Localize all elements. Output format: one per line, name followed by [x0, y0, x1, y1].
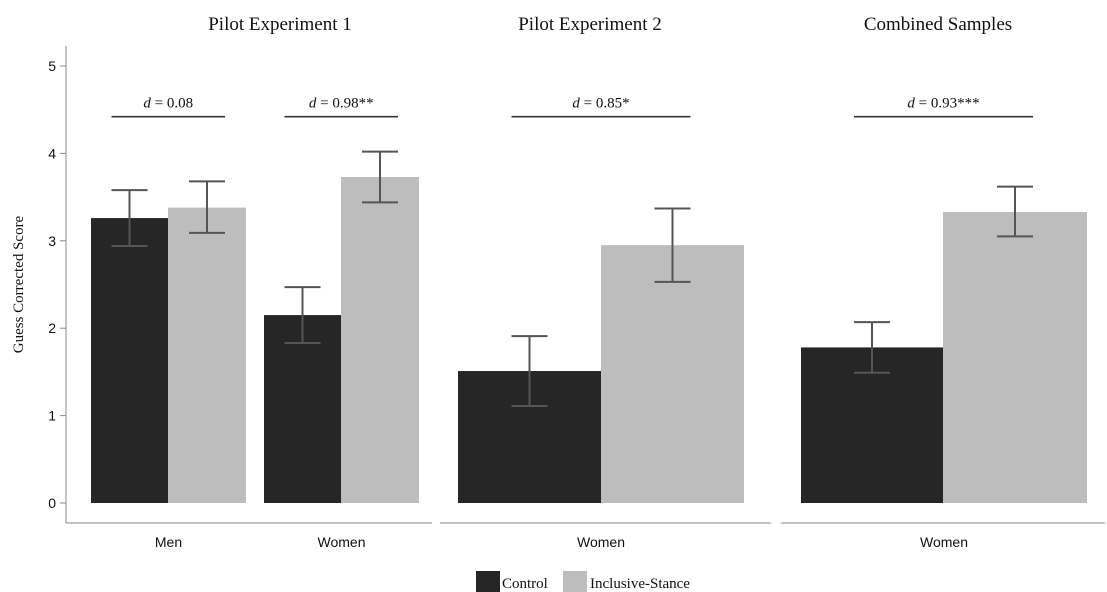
legend-label: Control [502, 576, 548, 592]
y-tick-label: 5 [48, 58, 56, 74]
legend-swatch-inclusive-stance [563, 571, 587, 592]
chart-panels: Pilot Experiment 1 Men d = 0.08 Women d = 0.… [66, 14, 1105, 550]
legend-label: Inclusive-Stance [590, 576, 690, 592]
y-tick-label: 0 [48, 495, 56, 511]
y-tick-label: 3 [48, 233, 56, 249]
y-tick-label: 2 [48, 320, 56, 336]
panel-title: Combined Samples [864, 14, 1012, 35]
x-tick-label: Men [155, 534, 182, 550]
y-tick-label: 4 [48, 145, 56, 161]
bar-control [264, 315, 341, 503]
effect-size-label: d = 0.98** [309, 96, 374, 112]
y-axis-label: Guess Corrected Score [11, 215, 27, 353]
x-tick-label: Women [920, 534, 968, 550]
panel-3: Combined Samples Women d = 0.93*** [781, 14, 1105, 550]
y-axis-group: 0 1 2 3 4 5 Guess Corrected Score [11, 46, 67, 523]
x-tick-label: Women [577, 534, 625, 550]
bar-inclusive-stance [341, 176, 419, 504]
effect-size-label: d = 0.08 [143, 96, 193, 112]
panel-1: Pilot Experiment 1 Men d = 0.08 Women d = 0.… [66, 14, 432, 550]
effect-size-label: d = 0.93*** [907, 96, 979, 112]
effect-size-label: d = 0.85* [572, 96, 629, 112]
bar-inclusive-stance [168, 207, 246, 503]
panel-title: Pilot Experiment 2 [518, 14, 662, 35]
bar-control [91, 218, 168, 504]
legend-swatch-control [476, 571, 500, 592]
y-tick-label: 1 [48, 408, 56, 424]
panel-2: Pilot Experiment 2 Women d = 0.85* [440, 14, 771, 550]
bar-inclusive-stance [601, 245, 744, 504]
legend: Control Inclusive-Stance [476, 571, 690, 592]
x-tick-label: Women [318, 534, 366, 550]
panel-title: Pilot Experiment 1 [208, 14, 352, 35]
bar-inclusive-stance [943, 211, 1087, 503]
